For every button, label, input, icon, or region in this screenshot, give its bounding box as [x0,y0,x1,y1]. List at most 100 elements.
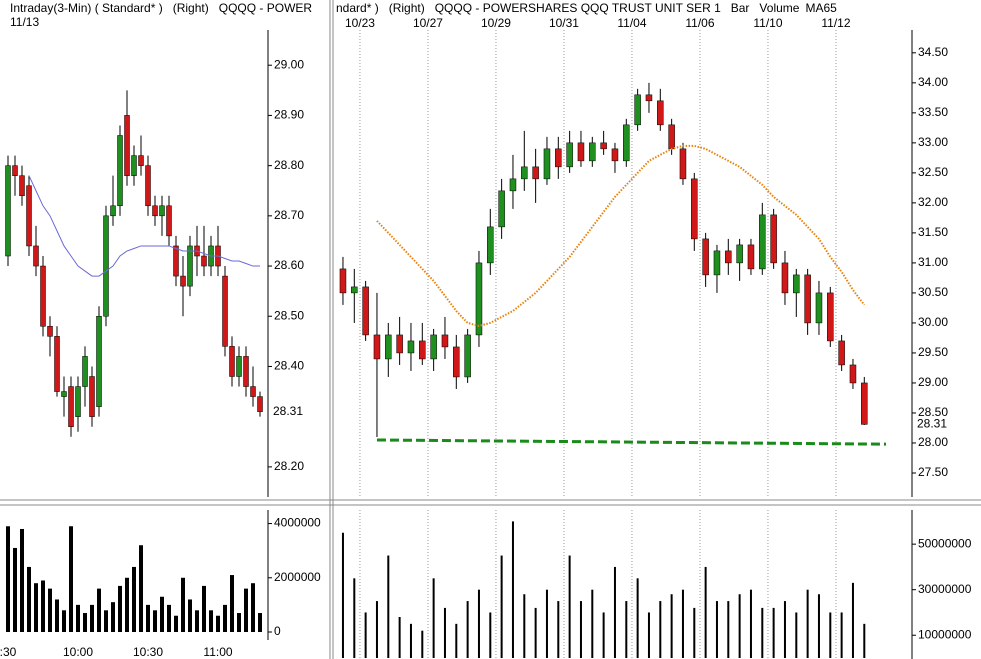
candle-body [759,214,766,270]
y-tick-label: 27.50 [918,465,948,479]
volume-bar [443,607,446,658]
x-tick-label: 10:30 [133,645,163,659]
volume-bar [223,604,227,632]
volume-bar [195,610,199,632]
candle-body [201,255,207,267]
candle-body [124,115,130,176]
y-tick-label: 28.60 [274,258,304,272]
volume-bar [6,526,10,632]
y-tick-label: 28.20 [274,459,304,473]
candle-body [713,250,721,276]
volume-bar [230,575,234,632]
volume-bar [840,612,843,658]
volume-bar [727,601,730,658]
candle-body [815,292,823,324]
volume-bar [647,612,650,658]
y-tick-label: 28.40 [274,359,304,373]
volume-bar [341,532,344,658]
volume-bar [602,612,605,658]
candle-body [725,250,732,264]
candle-body [131,155,137,176]
volume-bar [421,630,424,658]
y-tick-label: 29.00 [274,57,304,71]
volume-bar [258,613,262,632]
volume-bar [466,601,469,658]
candle-body [5,165,11,257]
volume-bar [863,623,866,658]
candle-body [611,148,619,162]
volume-bar [118,585,122,632]
candle-body [521,166,528,180]
volume-bar [34,583,38,632]
last-price-label: 28.31 [273,404,303,418]
candle-body [679,148,687,180]
y-tick-label: 30.50 [918,285,948,299]
y-tick-label: 29.50 [918,345,948,359]
last-price-box [914,417,950,432]
support-line [376,438,887,446]
x-tick-label: 10/27 [413,16,443,30]
header-background [334,0,911,16]
x-tick-label: 11/06 [685,16,714,30]
candle-body [736,244,743,264]
candle-body [75,386,81,417]
volume-bar [97,588,101,632]
volume-bar [625,601,628,658]
y-tick-label: 29.00 [918,375,948,389]
volume-bar [489,612,492,658]
candle-body [577,142,585,162]
candle-body [827,292,834,342]
candle-body [634,94,641,126]
candle-body [110,205,116,217]
volume-bar [534,607,537,658]
candle-body [747,244,755,270]
x-tick-label: 11/12 [821,16,850,30]
candle-body [691,178,698,240]
volume-bar [568,555,571,658]
volume-bar [125,577,129,632]
candle-body [229,346,235,377]
volume-bar [104,610,108,632]
candle-body [385,334,392,360]
candle-body [770,214,777,264]
volume-bar [806,589,809,658]
last-price-box [270,404,306,419]
volume-bar [375,601,378,658]
candle-body [453,346,460,378]
volume-bar [455,623,458,658]
x-tick-label: 10/29 [481,16,511,30]
x-tick-label: 10/31 [549,16,579,30]
candle-body [600,142,607,150]
x-tick-label: :30 [0,645,17,659]
candle-body [47,326,53,337]
candle-body [498,190,505,228]
candle-body [566,142,573,168]
volume-bar [83,613,87,632]
candle-body [187,245,193,287]
y-tick-label: 28.90 [274,108,304,122]
volume-bar [398,617,401,658]
candle-body [430,334,437,360]
volume-bar [387,555,390,658]
candle-body [89,376,95,417]
candle-body [54,336,60,392]
candle-body [793,274,800,294]
candle-body [464,334,471,378]
candle-body [250,386,256,397]
candle-body [103,215,109,317]
y-tick-label: 28.70 [274,208,304,222]
candle-body [589,142,596,162]
volume-bar [76,604,80,632]
volume-bar [613,566,616,658]
candle-body [117,135,123,207]
volume-bar [174,615,178,632]
candle-body [138,155,144,166]
candle-body [351,286,358,294]
candle-body [96,316,102,407]
y-tick-label: 31.50 [918,225,948,239]
candle-body [145,165,151,207]
volume-bar [432,578,435,658]
candle-body [645,94,653,102]
